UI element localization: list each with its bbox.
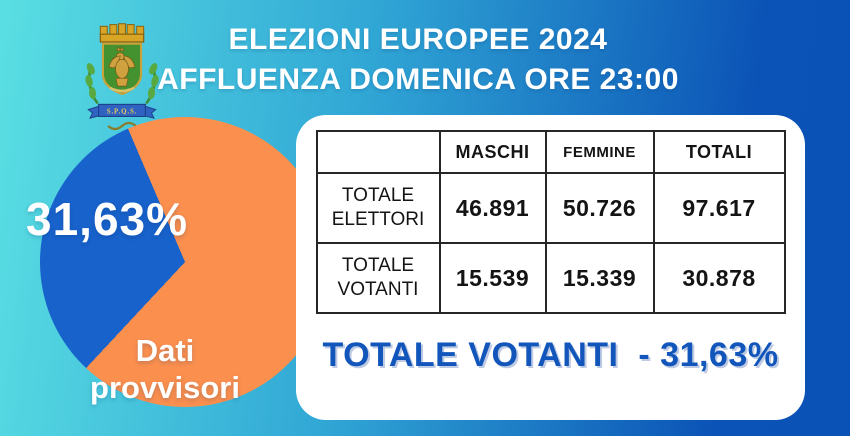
header-totali: TOTALI (652, 130, 786, 174)
row-label-votanti: TOTALE VOTANTI (315, 242, 441, 314)
bottom-ornament (107, 121, 137, 131)
header-femmine: FEMMINE (544, 130, 655, 174)
elettori-maschi: 46.891 (438, 172, 547, 244)
title-line-1: ELEZIONI EUROPEE 2024 (228, 23, 608, 56)
note-line-1: Dati (135, 333, 195, 368)
table-row: TOTALE VOTANTI 15.539 15.339 30.878 (315, 242, 786, 314)
title-line-2: AFFLUENZA DOMENICA ORE 23:00 (157, 63, 679, 96)
motto-text: S.P.Q.S. (107, 108, 138, 115)
turnout-table: MASCHI FEMMINE TOTALI TOTALE ELETTORI 46… (315, 130, 786, 314)
results-card: MASCHI FEMMINE TOTALI TOTALE ELETTORI 46… (296, 115, 805, 420)
total-voters-summary: TOTALE VOTANTI - 31,63% (322, 336, 779, 374)
row-label-elettori: TOTALE ELETTORI (315, 172, 441, 244)
votanti-totali: 30.878 (652, 242, 786, 314)
elettori-totali: 97.617 (652, 172, 786, 244)
elettori-femmine: 50.726 (544, 172, 655, 244)
header-empty (315, 130, 441, 174)
page-title: ELEZIONI EUROPEE 2024 AFFLUENZA DOMENICA… (108, 20, 728, 100)
header-maschi: MASCHI (438, 130, 547, 174)
crown-icon (99, 23, 145, 43)
motto-ribbon: S.P.Q.S. (87, 103, 157, 119)
votanti-femmine: 15.339 (544, 242, 655, 314)
shield-scroll (109, 86, 135, 93)
table-row: TOTALE ELETTORI 46.891 50.726 97.617 (315, 172, 786, 244)
note-line-2: provvisori (90, 370, 240, 405)
provisional-data-note: Dati provvisori (55, 332, 275, 406)
votanti-maschi: 15.539 (438, 242, 547, 314)
table-header-row: MASCHI FEMMINE TOTALI (315, 130, 786, 174)
pie-chart (40, 117, 330, 407)
eagle-icon (108, 46, 136, 87)
turnout-percent-label: 31,63% (26, 193, 189, 245)
coat-of-arms: S.P.Q.S. (85, 23, 159, 131)
laurel-branches (85, 63, 159, 105)
